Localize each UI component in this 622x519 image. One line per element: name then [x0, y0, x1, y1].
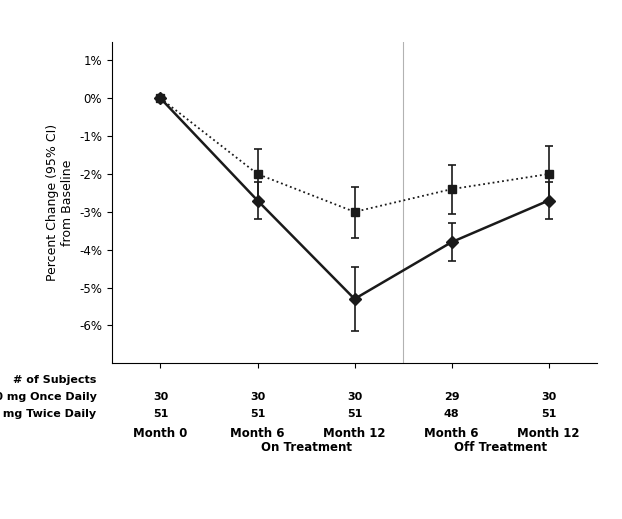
Text: Month 0: Month 0: [133, 427, 188, 440]
Text: On Treatment: On Treatment: [261, 441, 351, 454]
Y-axis label: Percent Change (95% CI)
from Baseline: Percent Change (95% CI) from Baseline: [45, 124, 73, 281]
Text: Month 12: Month 12: [518, 427, 580, 440]
Text: 51: 51: [541, 409, 556, 419]
Text: Month 6: Month 6: [424, 427, 479, 440]
Text: 30: 30: [347, 392, 362, 402]
Text: 51: 51: [153, 409, 168, 419]
Text: Month 12: Month 12: [323, 427, 386, 440]
Text: 30: 30: [153, 392, 168, 402]
Text: 51: 51: [250, 409, 265, 419]
Text: Month 6: Month 6: [230, 427, 285, 440]
Text: 30: 30: [541, 392, 556, 402]
Text: 150 mg Once Daily: 150 mg Once Daily: [0, 392, 96, 402]
Text: 30: 30: [250, 392, 265, 402]
Text: Off Treatment: Off Treatment: [453, 441, 547, 454]
Text: 29: 29: [443, 392, 460, 402]
Text: 48: 48: [443, 409, 460, 419]
Text: 200 mg Twice Daily: 200 mg Twice Daily: [0, 409, 96, 419]
Text: # of Subjects: # of Subjects: [13, 375, 96, 385]
Text: 51: 51: [347, 409, 362, 419]
